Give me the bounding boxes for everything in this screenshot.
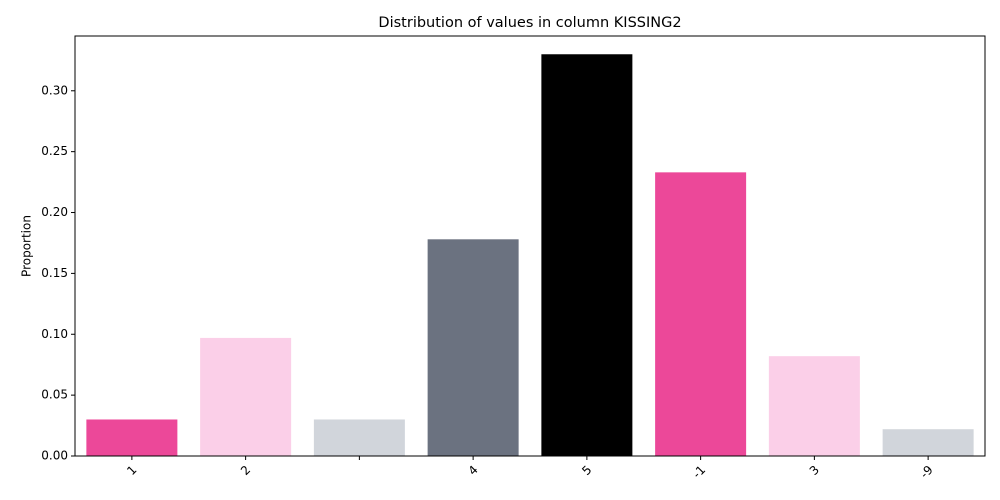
bar-3 xyxy=(427,239,519,456)
bar-5 xyxy=(655,172,747,456)
y-tick-label-3: 0.15 xyxy=(41,266,68,280)
y-tick-label-2: 0.10 xyxy=(41,327,68,341)
x-tick-label-1: 2 xyxy=(238,463,253,478)
y-axis-ticks: 0.00 0.05 0.10 0.15 0.20 0.25 0.30 xyxy=(41,83,75,463)
y-tick-label-4: 0.20 xyxy=(41,205,68,219)
bar-7 xyxy=(882,429,974,456)
y-tick-label-6: 0.30 xyxy=(41,83,68,97)
x-tick-label-3: 4 xyxy=(465,463,480,478)
x-tick-label-4: 5 xyxy=(579,463,594,478)
plot-frame xyxy=(74,35,986,457)
bar-2 xyxy=(313,419,405,456)
bar-0 xyxy=(86,419,178,456)
bars-group xyxy=(86,54,974,457)
x-tick-label-0: 1 xyxy=(124,463,139,478)
x-tick-label-7: -9 xyxy=(917,463,935,481)
bar-4 xyxy=(541,54,633,457)
x-axis-ticks: 1 2 4 5 -1 3 -9 xyxy=(124,456,936,481)
x-tick-label-6: 3 xyxy=(807,463,822,478)
bar-6 xyxy=(768,356,860,456)
x-tick-label-5: -1 xyxy=(690,463,708,481)
chart-title: Distribution of values in column KISSING… xyxy=(378,15,681,31)
y-tick-label-0: 0.00 xyxy=(41,449,68,463)
bar-1 xyxy=(200,337,292,456)
y-tick-label-1: 0.05 xyxy=(41,388,68,402)
y-axis-label: Proportion xyxy=(20,215,34,277)
y-tick-label-5: 0.25 xyxy=(41,144,68,158)
